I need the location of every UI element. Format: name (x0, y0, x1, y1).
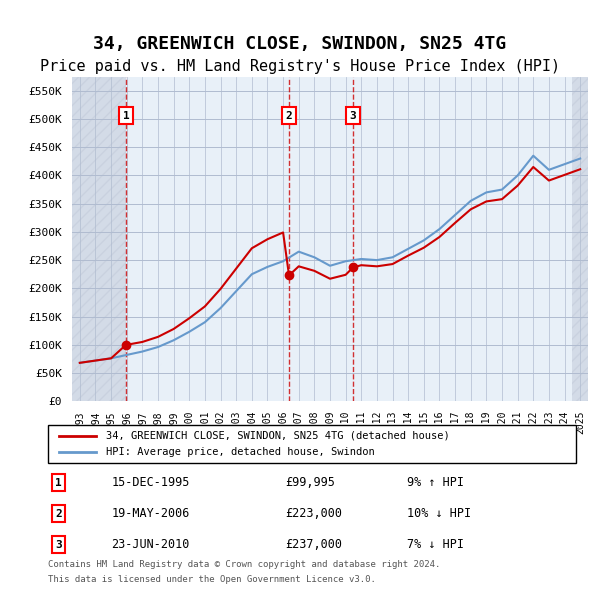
Text: 1: 1 (55, 477, 62, 487)
Text: 7% ↓ HPI: 7% ↓ HPI (407, 538, 464, 551)
Text: 9% ↑ HPI: 9% ↑ HPI (407, 476, 464, 489)
Text: £99,995: £99,995 (286, 476, 335, 489)
Text: 10% ↓ HPI: 10% ↓ HPI (407, 507, 471, 520)
Text: Contains HM Land Registry data © Crown copyright and database right 2024.: Contains HM Land Registry data © Crown c… (48, 560, 440, 569)
Text: 23-JUN-2010: 23-JUN-2010 (112, 538, 190, 551)
Text: 1: 1 (123, 111, 130, 120)
Text: 2: 2 (55, 509, 62, 519)
Text: Price paid vs. HM Land Registry's House Price Index (HPI): Price paid vs. HM Land Registry's House … (40, 59, 560, 74)
Text: £237,000: £237,000 (286, 538, 343, 551)
Text: HPI: Average price, detached house, Swindon: HPI: Average price, detached house, Swin… (106, 447, 375, 457)
Text: 3: 3 (55, 540, 62, 550)
Text: 2: 2 (286, 111, 292, 120)
Text: 34, GREENWICH CLOSE, SWINDON, SN25 4TG (detached house): 34, GREENWICH CLOSE, SWINDON, SN25 4TG (… (106, 431, 450, 441)
FancyBboxPatch shape (48, 425, 576, 463)
Text: 19-MAY-2006: 19-MAY-2006 (112, 507, 190, 520)
Text: 15-DEC-1995: 15-DEC-1995 (112, 476, 190, 489)
Text: This data is licensed under the Open Government Licence v3.0.: This data is licensed under the Open Gov… (48, 575, 376, 584)
Text: 34, GREENWICH CLOSE, SWINDON, SN25 4TG: 34, GREENWICH CLOSE, SWINDON, SN25 4TG (94, 35, 506, 53)
Text: £223,000: £223,000 (286, 507, 343, 520)
Text: 3: 3 (350, 111, 356, 120)
